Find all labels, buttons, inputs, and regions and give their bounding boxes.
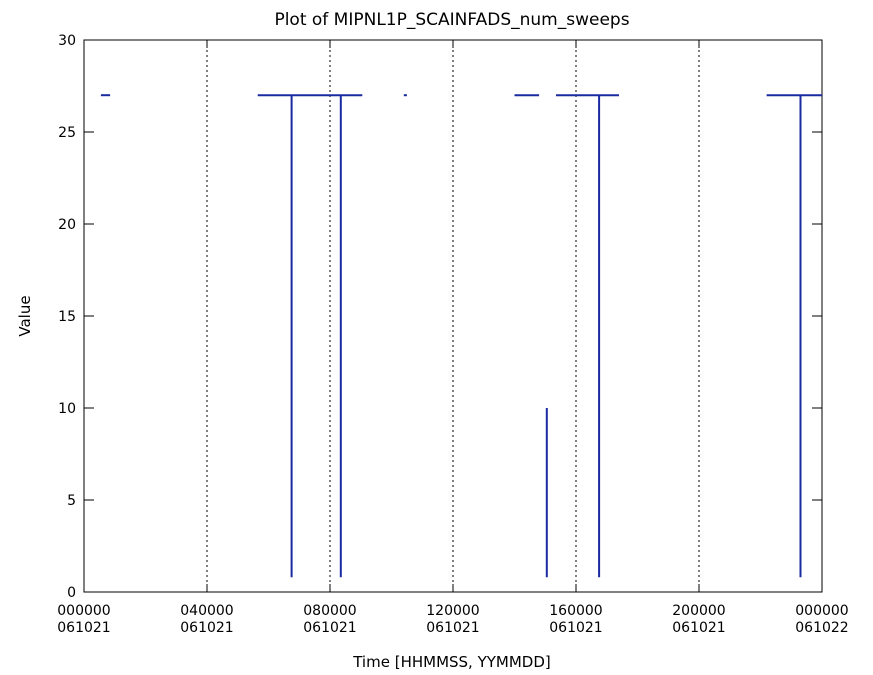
series-0-segment-1 bbox=[257, 94, 363, 578]
series-0-segment-5 bbox=[556, 94, 619, 578]
y-tick-label-5: 25 bbox=[58, 125, 76, 141]
x-tick-label-date-2: 061021 bbox=[303, 620, 356, 636]
x-tick-label-time-5: 200000 bbox=[672, 603, 725, 619]
series-0-segment-6 bbox=[766, 94, 822, 578]
reference-lines bbox=[206, 40, 700, 592]
y-axis-ticks: 0 5 10 15 20 25 30 bbox=[58, 33, 822, 601]
x-tick-label-date-0: 061021 bbox=[57, 620, 110, 636]
x-axis-ticks: 0000000610210400000610210800000610211200… bbox=[57, 40, 849, 636]
y-tick-label-2: 10 bbox=[58, 401, 76, 417]
y-axis-label: Value bbox=[16, 295, 34, 336]
chart-title: Plot of MIPNL1P_SCAINFADS_num_sweeps bbox=[274, 10, 629, 30]
x-tick-label-time-3: 120000 bbox=[426, 603, 479, 619]
y-tick-label-6: 30 bbox=[58, 33, 76, 49]
x-tick-label-time-6: 000000 bbox=[795, 603, 848, 619]
x-tick-label-time-4: 160000 bbox=[549, 603, 602, 619]
x-axis-label: Time [HHMMSS, YYMMDD] bbox=[352, 653, 551, 671]
x-tick-label-date-5: 061021 bbox=[672, 620, 725, 636]
x-tick-label-time-1: 040000 bbox=[180, 603, 233, 619]
x-tick-label-date-4: 061021 bbox=[549, 620, 602, 636]
x-tick-label-date-1: 061021 bbox=[180, 620, 233, 636]
y-tick-label-1: 5 bbox=[67, 493, 76, 509]
x-tick-label-date-3: 061021 bbox=[426, 620, 479, 636]
x-tick-label-date-6: 061022 bbox=[795, 620, 848, 636]
y-tick-label-0: 0 bbox=[67, 585, 76, 601]
x-tick-label-time-2: 080000 bbox=[303, 603, 356, 619]
series-layer bbox=[100, 94, 822, 578]
x-tick-label-time-0: 000000 bbox=[57, 603, 110, 619]
y-tick-label-4: 20 bbox=[58, 217, 76, 233]
y-tick-label-3: 15 bbox=[58, 309, 76, 325]
